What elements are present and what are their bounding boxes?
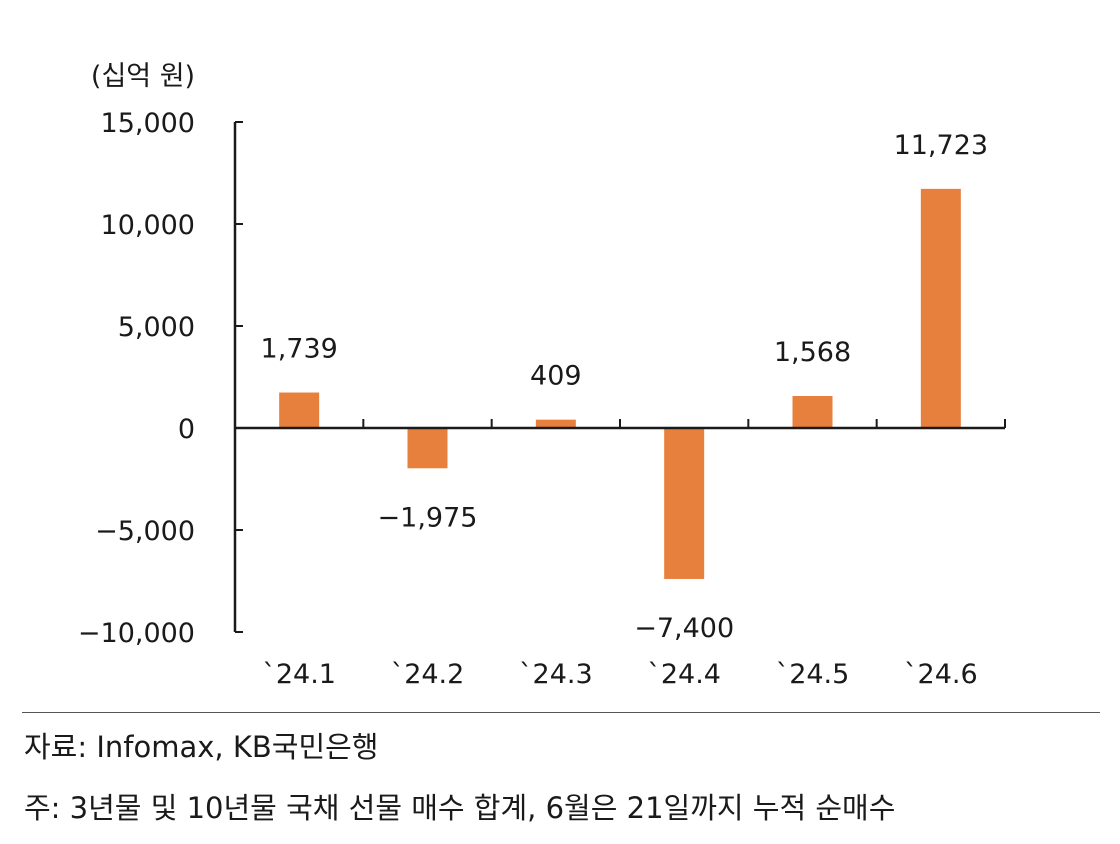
y-tick-label: 0	[178, 414, 195, 445]
y-tick-label: 15,000	[101, 108, 195, 139]
bar-2	[407, 428, 448, 469]
data-label: 11,723	[894, 130, 988, 161]
bar-chart: (십억 원) 15,000 10,000 5,000 0 −5,000 −10,000 `…	[78, 61, 1006, 690]
data-label: −7,400	[634, 613, 734, 644]
bar-6	[920, 188, 961, 428]
x-tick-label: `24.5	[776, 659, 850, 690]
y-axis-unit-label: (십억 원)	[91, 61, 195, 92]
x-tick-label: `24.2	[391, 659, 465, 690]
y-tick-label: 10,000	[101, 210, 195, 241]
source-note: 자료: Infomax, KB국민은행	[24, 730, 379, 764]
y-tick-label: −5,000	[95, 516, 195, 547]
x-tick-label: `24.3	[519, 659, 593, 690]
data-label: −1,975	[378, 502, 478, 533]
footer-divider	[22, 712, 1100, 713]
footnote: 주: 3년물 및 10년물 국채 선물 매수 합계, 6월은 21일까지 누적 …	[24, 791, 896, 825]
bar-1	[279, 392, 320, 428]
bar-5	[792, 396, 833, 428]
x-tick-label: `24.6	[904, 659, 978, 690]
data-label: 1,568	[774, 337, 851, 368]
data-label: 1,739	[261, 334, 338, 365]
bar-3	[535, 419, 576, 428]
bar-4	[664, 428, 705, 579]
data-label: 409	[530, 361, 582, 392]
x-tick-label: `24.4	[647, 659, 721, 690]
y-tick-label: −10,000	[78, 618, 195, 649]
y-tick-label: 5,000	[118, 312, 195, 343]
x-tick-label: `24.1	[262, 659, 336, 690]
